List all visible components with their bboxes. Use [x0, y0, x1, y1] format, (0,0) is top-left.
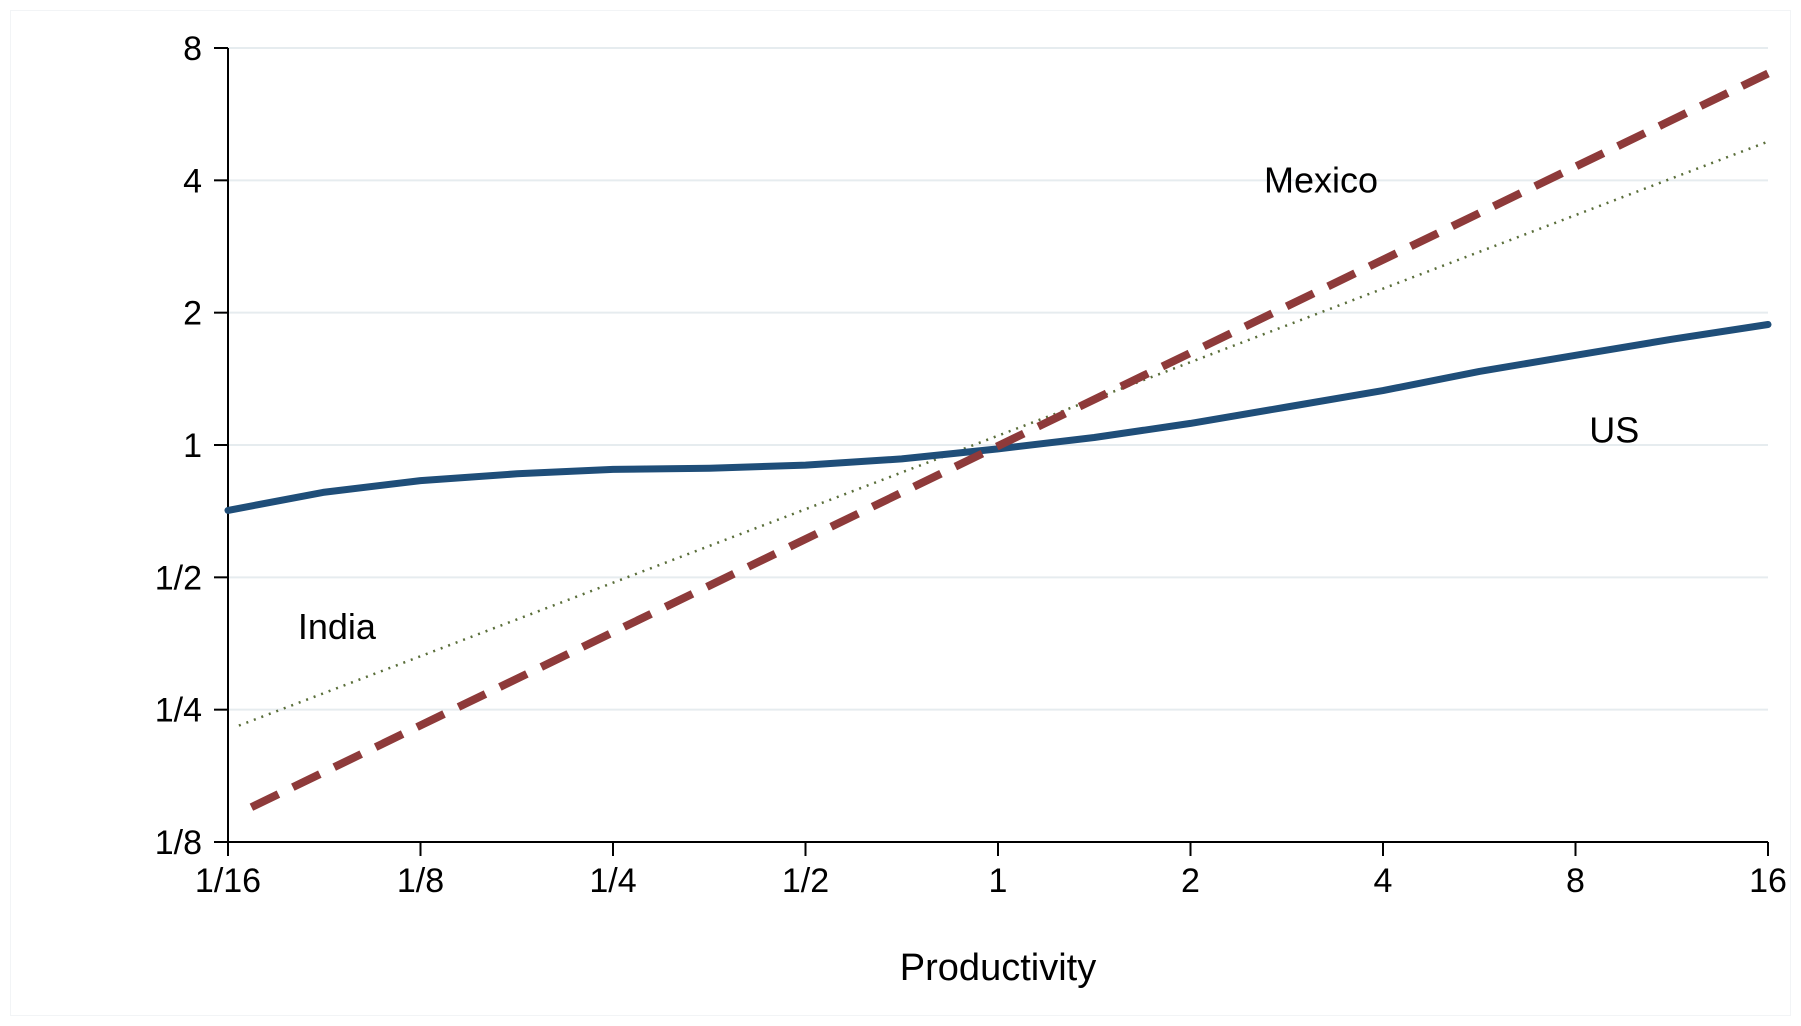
y-tick-label: 2	[183, 295, 202, 333]
y-tick-label: 1/4	[155, 692, 202, 730]
x-tick-label: 2	[1181, 862, 1200, 900]
series	[224, 69, 1772, 811]
x-tick-label: 8	[1566, 862, 1585, 900]
chart-frame	[10, 10, 1791, 1016]
y-tick-label: 4	[183, 162, 202, 200]
y-tick-label: 1/2	[155, 559, 202, 597]
series-label-india: India	[298, 606, 377, 647]
y-ticks: 1/8 1/4 1/2 1 2 4 8	[155, 30, 228, 862]
y-tick-label: 1	[183, 427, 202, 465]
x-tick-label: 1	[989, 862, 1008, 900]
series-line-us	[224, 321, 1772, 514]
x-tick-label: 4	[1374, 862, 1393, 900]
y-tick-label: 1/8	[155, 824, 202, 862]
series-labels: Mexico US India	[298, 159, 1639, 647]
series-line-mexico	[249, 69, 1770, 811]
x-tick-label: 1/2	[782, 862, 829, 900]
grid-lines	[228, 47, 1768, 711]
x-tick-label: 1/4	[589, 862, 636, 900]
x-axis-title: Productivity	[900, 947, 1096, 989]
x-tick-label: 1/8	[397, 862, 444, 900]
x-ticks: 1/16 1/8 1/4 1/2 1 2 4 8 16	[195, 842, 1787, 900]
series-line-india	[238, 140, 1769, 727]
x-tick-label: 1/16	[195, 862, 261, 900]
series-label-mexico: Mexico	[1264, 159, 1378, 200]
y-tick-label: 8	[183, 30, 202, 68]
series-label-us: US	[1589, 409, 1639, 450]
x-tick-label: 16	[1749, 862, 1787, 900]
